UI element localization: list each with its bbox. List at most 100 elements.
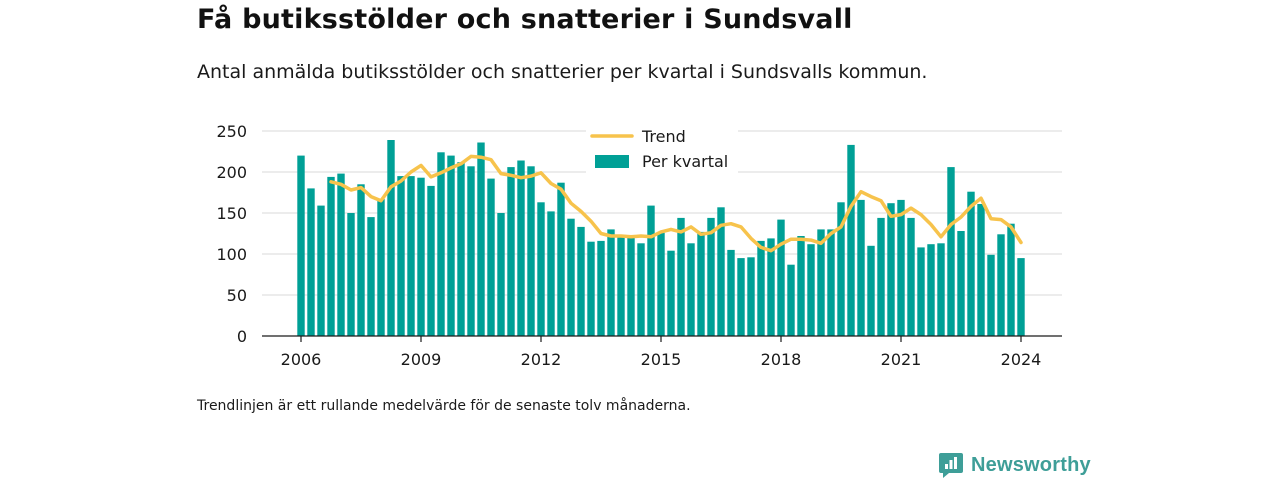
bar — [917, 247, 925, 336]
y-tick-label: 50 — [227, 286, 247, 305]
bar — [447, 155, 455, 336]
bar — [857, 199, 865, 336]
bar — [997, 234, 1005, 336]
bar — [827, 229, 835, 336]
bar — [347, 213, 355, 336]
bar — [697, 231, 705, 336]
chart-subtitle: Antal anmälda butiksstölder och snatteri… — [197, 61, 928, 83]
bar — [457, 162, 465, 336]
bar — [357, 184, 365, 336]
bar — [397, 176, 405, 336]
bar — [327, 176, 335, 336]
bar — [627, 236, 635, 336]
bar — [907, 217, 915, 336]
bar — [707, 217, 715, 336]
bar — [877, 217, 885, 336]
bar — [847, 144, 855, 336]
bar — [517, 160, 525, 336]
bar — [787, 264, 795, 336]
legend: Trend Per kvartal — [586, 124, 738, 176]
bar — [577, 226, 585, 336]
y-tick-label: 0 — [237, 327, 247, 346]
y-tick-label: 250 — [216, 122, 247, 141]
bar — [597, 240, 605, 336]
bar — [307, 188, 315, 336]
bar — [1007, 223, 1015, 336]
bar — [297, 155, 305, 336]
x-tick-label: 2024 — [1001, 350, 1042, 369]
x-tick-label: 2009 — [401, 350, 442, 369]
y-tick-label: 100 — [216, 245, 247, 264]
footnote: Trendlinjen är ett rullande medelvärde f… — [197, 398, 691, 414]
bar — [887, 203, 895, 336]
bar — [687, 243, 695, 336]
bar-series — [297, 140, 1025, 336]
bar — [817, 229, 825, 336]
bar — [937, 243, 945, 336]
chart-title: Få butiksstölder och snatterier i Sundsv… — [197, 4, 853, 35]
bar — [1017, 258, 1025, 336]
bar — [487, 178, 495, 336]
bar — [377, 199, 385, 336]
newsworthy-logo-icon — [939, 453, 963, 478]
bar — [497, 213, 505, 336]
bar — [767, 238, 775, 336]
bar — [807, 244, 815, 336]
legend-bar-swatch — [595, 155, 629, 168]
bar — [987, 254, 995, 336]
bar — [477, 142, 485, 336]
bar — [527, 166, 535, 336]
trend-line — [329, 154, 1023, 253]
x-tick-label: 2015 — [641, 350, 682, 369]
bar — [727, 249, 735, 336]
bar — [677, 217, 685, 336]
bar — [567, 218, 575, 336]
bar — [957, 231, 965, 336]
x-tick-label: 2021 — [881, 350, 922, 369]
brand-name: Newsworthy — [971, 453, 1091, 476]
bar — [647, 205, 655, 336]
bar — [587, 241, 595, 336]
bar — [897, 199, 905, 336]
bar — [717, 207, 725, 336]
bar — [927, 244, 935, 336]
bar — [367, 217, 375, 336]
chart: 0 50 100 150 200 250 2006 2009 2012 2015 2018 2021… — [216, 122, 1062, 369]
legend-bar-label: Per kvartal — [642, 152, 728, 171]
bar — [617, 235, 625, 336]
y-axis: 0 50 100 150 200 250 — [216, 122, 247, 346]
bar — [437, 152, 445, 336]
bar — [547, 211, 555, 336]
bar — [387, 140, 395, 336]
bar — [407, 176, 415, 336]
y-tick-label: 150 — [216, 204, 247, 223]
bar — [947, 167, 955, 336]
bar — [637, 243, 645, 336]
bar — [507, 167, 515, 336]
bar — [737, 258, 745, 336]
bar — [667, 250, 675, 336]
x-tick-label: 2006 — [281, 350, 322, 369]
bar — [537, 202, 545, 336]
x-tick-label: 2018 — [761, 350, 802, 369]
bar — [337, 173, 345, 336]
bar — [777, 219, 785, 336]
legend-trend-label: Trend — [641, 127, 686, 146]
bar — [557, 182, 565, 336]
y-tick-label: 200 — [216, 163, 247, 182]
bar — [867, 245, 875, 336]
bar — [427, 185, 435, 336]
bar — [417, 177, 425, 336]
trend-series — [329, 154, 1023, 253]
bar — [467, 166, 475, 336]
bar — [657, 232, 665, 336]
bar — [757, 240, 765, 336]
x-axis: 2006 2009 2012 2015 2018 2021 2024 — [281, 336, 1042, 369]
x-tick-label: 2012 — [521, 350, 562, 369]
bar — [317, 205, 325, 336]
bar — [607, 229, 615, 336]
bar — [797, 236, 805, 336]
bar — [977, 204, 985, 336]
bar — [837, 202, 845, 336]
brand-logo: Newsworthy — [938, 450, 1091, 480]
